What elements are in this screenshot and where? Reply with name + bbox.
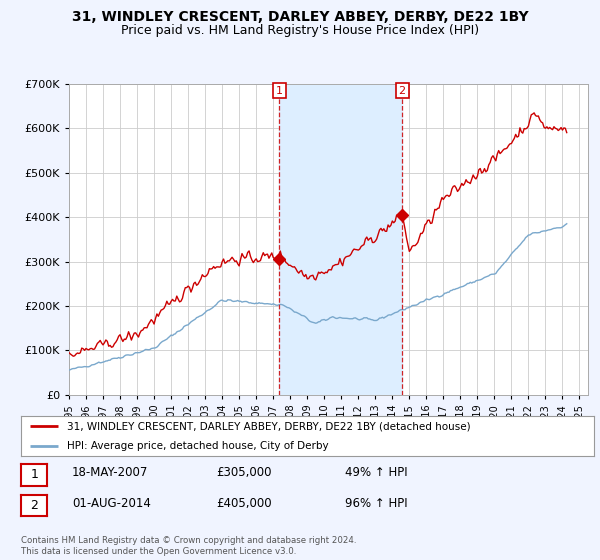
- Text: Contains HM Land Registry data © Crown copyright and database right 2024.
This d: Contains HM Land Registry data © Crown c…: [21, 536, 356, 556]
- Text: 31, WINDLEY CRESCENT, DARLEY ABBEY, DERBY, DE22 1BY: 31, WINDLEY CRESCENT, DARLEY ABBEY, DERB…: [71, 10, 529, 24]
- Text: 96% ↑ HPI: 96% ↑ HPI: [345, 497, 407, 510]
- Text: 18-MAY-2007: 18-MAY-2007: [72, 466, 148, 479]
- Text: 31, WINDLEY CRESCENT, DARLEY ABBEY, DERBY, DE22 1BY (detached house): 31, WINDLEY CRESCENT, DARLEY ABBEY, DERB…: [67, 421, 470, 431]
- Text: 1: 1: [30, 468, 38, 482]
- Text: 49% ↑ HPI: 49% ↑ HPI: [345, 466, 407, 479]
- Text: Price paid vs. HM Land Registry's House Price Index (HPI): Price paid vs. HM Land Registry's House …: [121, 24, 479, 36]
- Text: 2: 2: [398, 86, 406, 96]
- Text: £305,000: £305,000: [216, 466, 271, 479]
- Text: 2: 2: [30, 499, 38, 512]
- Text: 01-AUG-2014: 01-AUG-2014: [72, 497, 151, 510]
- Bar: [280, 84, 402, 395]
- Text: 1: 1: [276, 86, 283, 96]
- Text: HPI: Average price, detached house, City of Derby: HPI: Average price, detached house, City…: [67, 441, 328, 451]
- Text: £405,000: £405,000: [216, 497, 272, 510]
